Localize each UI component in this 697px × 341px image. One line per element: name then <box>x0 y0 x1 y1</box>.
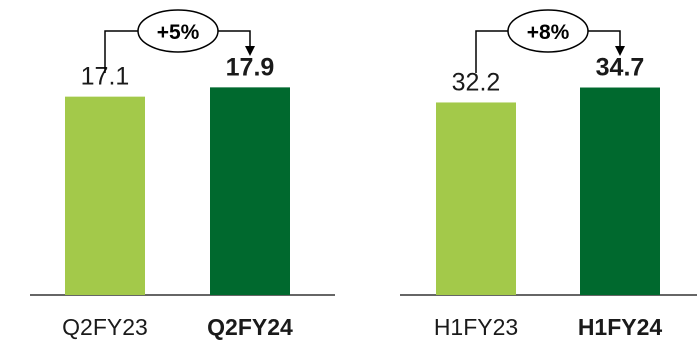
value-label-q2fy24: 17.9 <box>226 53 275 81</box>
value-label-h1fy23: 32.2 <box>452 68 501 96</box>
category-label-q2fy23: Q2FY23 <box>62 314 148 340</box>
bar-h1fy23 <box>436 102 516 295</box>
growth-connector <box>104 30 250 73</box>
value-label-h1fy24: 34.7 <box>596 54 645 82</box>
growth-label: +5% <box>157 21 200 44</box>
chart-h1: 32.2 34.7 H1FY23 H1FY24 +8% <box>400 9 697 340</box>
growth-bubble <box>507 9 589 53</box>
bar-q2fy23 <box>65 96 145 295</box>
growth-label: +8% <box>527 21 570 44</box>
growth-connector <box>475 30 620 73</box>
category-label-q2fy24: Q2FY24 <box>207 314 293 340</box>
growth-bubble <box>137 9 219 53</box>
category-label-h1fy24: H1FY24 <box>578 314 663 340</box>
bar-h1fy24 <box>580 87 660 295</box>
category-label-h1fy23: H1FY23 <box>434 314 518 340</box>
bar-q2fy24 <box>210 87 290 295</box>
chart-q2: 17.1 17.9 Q2FY23 Q2FY24 +5% <box>30 9 335 340</box>
